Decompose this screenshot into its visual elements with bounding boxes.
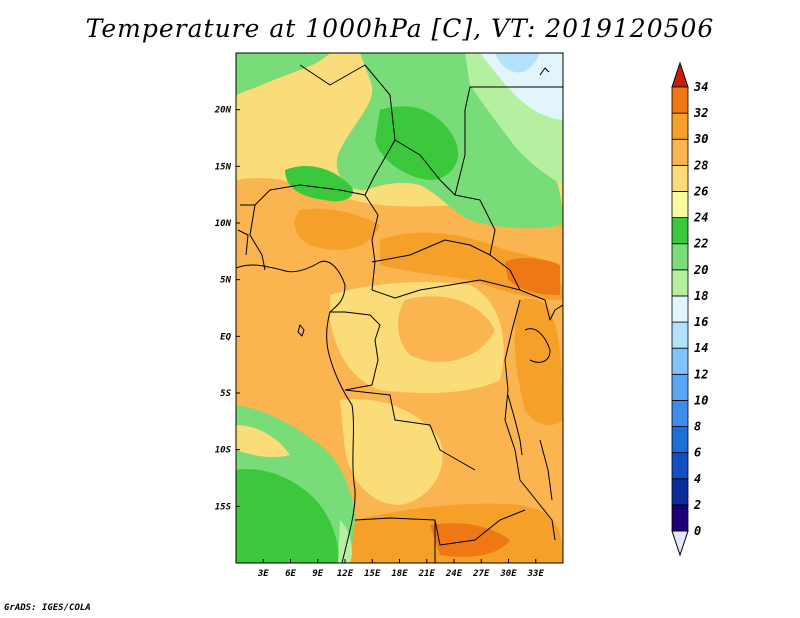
colorbar-swatch: [671, 164, 689, 192]
colorbar-swatch: [671, 217, 689, 245]
lon-tick-label: 3E: [257, 569, 269, 579]
country-borders: [236, 64, 563, 563]
island-bioko: [297, 324, 305, 337]
colorbar-label: 10: [694, 393, 708, 407]
lon-tick-label: 15E: [364, 569, 381, 579]
colorbar-swatch: [671, 452, 689, 480]
border-chad-cameroon: [364, 194, 379, 291]
colorbar-swatch: [671, 138, 689, 166]
field-coastal-band: [236, 425, 290, 458]
field-angola-highland: [340, 399, 443, 505]
lon-tick-label: 12E: [337, 569, 354, 579]
colorbar-swatch: [671, 112, 689, 140]
lon-tick-label: 9E: [312, 569, 323, 579]
border-east-north: [544, 299, 563, 321]
colorbar-swatch: [671, 400, 689, 427]
border-ne-corner: [539, 67, 550, 76]
lake-victoria: [524, 328, 551, 363]
border-west-small: [237, 229, 249, 256]
lon-tick-label: 18E: [391, 569, 408, 579]
border-east-lakes: [504, 299, 556, 541]
colorbar-label: 22: [693, 237, 708, 251]
colorbar-label: 24: [693, 211, 708, 225]
colorbar-label: 4: [694, 472, 701, 486]
lat-tick-label: EQ: [220, 332, 231, 342]
field-sw-light: [338, 520, 352, 563]
colorbar-label: 30: [693, 132, 708, 146]
colorbar-min-triangle: [671, 530, 689, 557]
lat-tick-label: 10S: [215, 446, 232, 456]
colorbar-label: 34: [693, 80, 708, 94]
border-chad-sudan: [394, 86, 563, 196]
border-congo: [330, 311, 381, 391]
colorbar-label: 6: [694, 446, 701, 460]
colorbar-swatch: [671, 504, 689, 532]
colorbar-max-triangle: [671, 61, 689, 88]
colorbar-swatch: [671, 347, 689, 375]
field-cool-spot: [495, 53, 540, 73]
field-south-hot: [430, 523, 510, 557]
lat-tick-label: 5N: [220, 276, 231, 286]
colorbar-label: 2: [693, 498, 701, 512]
colorbar-swatch: [671, 373, 689, 401]
colorbar-label: 20: [693, 263, 708, 277]
lake-malawi: [539, 439, 553, 501]
border-car-north: [371, 239, 491, 263]
colorbar-swatch: [671, 86, 689, 114]
colorbar-label: 32: [693, 106, 708, 120]
colorbar-swatch: [671, 191, 689, 218]
coastline-west: [236, 260, 356, 563]
lat-tick-label: 15S: [215, 502, 232, 512]
field-green-nw: [236, 53, 330, 96]
field-nw-patch: [236, 89, 262, 111]
colorbar-label: 18: [694, 289, 708, 303]
lon-tick-label: 6E: [285, 569, 296, 579]
field-congo-center: [398, 296, 495, 362]
lake-tanganyika: [507, 394, 523, 456]
colorbar-swatch: [671, 295, 689, 323]
lat-tick-label: 10N: [215, 219, 232, 229]
border-west-coastal: [249, 204, 266, 271]
colorbar-swatch: [671, 269, 689, 297]
grads-credit: GrADS: IGES/COLA: [4, 603, 91, 613]
colorbar-label: 0: [694, 524, 701, 538]
colorbar-swatch: [671, 321, 689, 349]
longitude-axis: 3E 6E 9E 12E 15E 18E 21E 24E 27E 30E 33E: [257, 559, 545, 579]
field-green-niger: [285, 165, 354, 202]
colorbar-label: 16: [694, 315, 708, 329]
field-green-dark-sahara: [375, 106, 459, 180]
colorbar-label: 14: [694, 341, 708, 355]
lon-tick-label: 27E: [472, 569, 490, 579]
temperature-field: [236, 53, 563, 563]
border-southern: [354, 509, 526, 546]
border-sahel-north: [240, 64, 396, 206]
border-drc-angola: [344, 389, 476, 471]
colorbar-swatch: [671, 243, 689, 271]
colorbar-label: 12: [694, 367, 708, 381]
field-gulf-sea: [236, 267, 326, 435]
colorbar-label: 8: [694, 420, 701, 434]
latitude-axis: 20N 15N 10N 5N EQ 5S 10S 15S: [214, 106, 240, 512]
lon-tick-label: 30E: [499, 569, 517, 579]
lat-tick-label: 15N: [215, 162, 232, 172]
border-car-south: [371, 279, 546, 301]
lon-tick-label: 33E: [527, 569, 545, 579]
field-south-atlantic-dark: [236, 469, 339, 563]
border-sudan-car: [454, 194, 521, 291]
colorbar-label: 26: [693, 184, 708, 198]
map-title: Temperature at 1000hPa [C], VT: 20191205…: [85, 14, 715, 43]
field-hottest-zone: [505, 258, 560, 296]
colorbar-swatch: [671, 426, 689, 454]
colorbar-swatch: [671, 478, 689, 506]
lon-tick-label: 21E: [418, 569, 436, 579]
lat-tick-label: 5S: [220, 389, 231, 399]
colorbar-label: 28: [693, 158, 708, 172]
lat-tick-label: 20N: [214, 106, 232, 116]
lon-tick-label: 24E: [445, 569, 463, 579]
field-nigeria-warm: [294, 208, 380, 250]
